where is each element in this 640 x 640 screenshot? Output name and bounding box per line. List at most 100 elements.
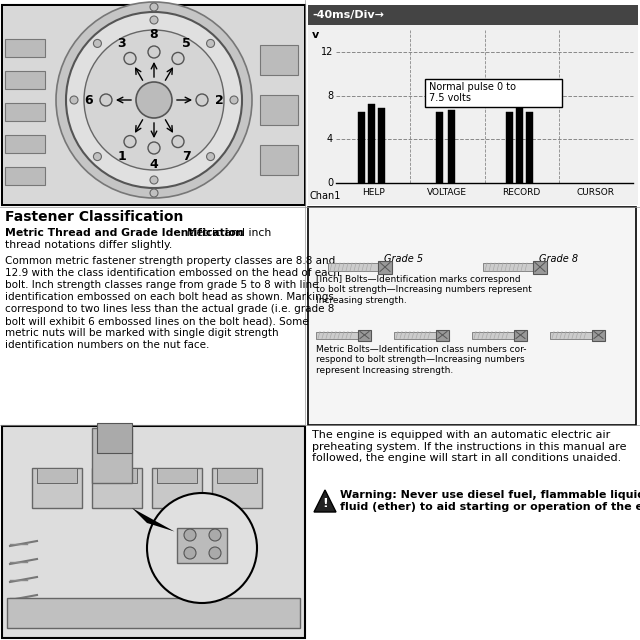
Text: identification embossed on each bolt head as shown. Markings: identification embossed on each bolt hea… bbox=[5, 292, 334, 302]
Bar bbox=[378, 108, 385, 183]
Bar bbox=[260, 145, 298, 175]
Bar bbox=[97, 468, 137, 483]
Bar bbox=[177, 528, 227, 563]
Bar bbox=[32, 468, 82, 508]
Bar bbox=[592, 330, 605, 340]
Circle shape bbox=[56, 2, 252, 198]
Bar bbox=[448, 110, 455, 183]
Circle shape bbox=[148, 46, 160, 58]
Text: Metric Thread and Grade Identification: Metric Thread and Grade Identification bbox=[5, 228, 244, 238]
Text: 4: 4 bbox=[150, 159, 158, 172]
Text: Metric and inch: Metric and inch bbox=[180, 228, 271, 238]
Text: thread notations differ slightly.: thread notations differ slightly. bbox=[5, 240, 172, 250]
Text: [Inch] Bolts—Identification marks correspond
to bolt strength—Increasing numbers: [Inch] Bolts—Identification marks corres… bbox=[316, 275, 532, 305]
Bar bbox=[212, 468, 262, 508]
Bar bbox=[5, 167, 45, 185]
Circle shape bbox=[172, 136, 184, 148]
Bar bbox=[3, 6, 304, 204]
Bar bbox=[308, 5, 638, 25]
Bar bbox=[316, 332, 358, 339]
Bar bbox=[358, 112, 365, 183]
Bar bbox=[5, 135, 45, 153]
Text: 5: 5 bbox=[182, 37, 191, 50]
Text: Normal pulse 0 to
7.5 volts: Normal pulse 0 to 7.5 volts bbox=[429, 81, 516, 103]
Bar bbox=[394, 332, 436, 339]
Text: v: v bbox=[312, 30, 319, 40]
Bar bbox=[37, 468, 77, 483]
Bar bbox=[328, 263, 378, 271]
Bar bbox=[526, 112, 533, 183]
Bar bbox=[5, 103, 45, 121]
Text: !: ! bbox=[322, 497, 328, 509]
Bar bbox=[260, 45, 298, 75]
Circle shape bbox=[150, 3, 158, 11]
Text: 3: 3 bbox=[117, 37, 126, 50]
Text: 4: 4 bbox=[327, 134, 333, 144]
Circle shape bbox=[150, 16, 158, 24]
Text: 0: 0 bbox=[327, 178, 333, 188]
Polygon shape bbox=[132, 508, 175, 531]
Circle shape bbox=[136, 82, 172, 118]
Circle shape bbox=[148, 142, 160, 154]
Bar bbox=[533, 260, 547, 273]
Bar bbox=[514, 330, 527, 340]
Text: Warning: Never use diesel fuel, flammable liquid, starting
fluid (ether) to aid : Warning: Never use diesel fuel, flammabl… bbox=[340, 490, 640, 511]
Text: 2: 2 bbox=[214, 93, 223, 106]
Text: Grade 5: Grade 5 bbox=[384, 254, 423, 264]
Circle shape bbox=[207, 40, 214, 47]
Text: correspond to two lines less than the actual grade (i.e. grade 8: correspond to two lines less than the ac… bbox=[5, 304, 334, 314]
Bar bbox=[308, 207, 636, 425]
Text: Chan1: Chan1 bbox=[310, 191, 341, 201]
Circle shape bbox=[207, 152, 214, 161]
Bar bbox=[7, 598, 300, 628]
Text: HELP: HELP bbox=[362, 188, 385, 197]
Circle shape bbox=[124, 136, 136, 148]
Circle shape bbox=[66, 12, 242, 188]
Text: 12: 12 bbox=[321, 47, 333, 57]
Bar bbox=[506, 112, 513, 183]
Bar bbox=[5, 39, 45, 57]
Polygon shape bbox=[314, 490, 336, 512]
Text: CURSOR: CURSOR bbox=[577, 188, 615, 197]
Text: Metric Bolts—Identification class numbers cor-
respond to bolt strength—Increasi: Metric Bolts—Identification class number… bbox=[316, 345, 527, 375]
Circle shape bbox=[196, 94, 208, 106]
Text: metric nuts will be marked with single digit strength: metric nuts will be marked with single d… bbox=[5, 328, 278, 338]
Circle shape bbox=[70, 96, 78, 104]
Text: identification numbers on the nut face.: identification numbers on the nut face. bbox=[5, 340, 209, 350]
Text: -40ms/Div→: -40ms/Div→ bbox=[312, 10, 384, 20]
Circle shape bbox=[93, 152, 101, 161]
Text: 6: 6 bbox=[84, 93, 93, 106]
Text: Grade 8: Grade 8 bbox=[539, 254, 578, 264]
Circle shape bbox=[172, 52, 184, 65]
Text: Common metric fastener strength property classes are 8.8 and: Common metric fastener strength property… bbox=[5, 256, 335, 266]
Circle shape bbox=[230, 96, 238, 104]
Circle shape bbox=[150, 176, 158, 184]
Bar bbox=[217, 468, 257, 483]
Circle shape bbox=[209, 547, 221, 559]
Bar bbox=[92, 428, 132, 483]
Bar bbox=[550, 332, 592, 339]
Bar bbox=[516, 106, 523, 183]
Text: bolt will exhibit 6 embossed lines on the bolt head). Some: bolt will exhibit 6 embossed lines on th… bbox=[5, 316, 308, 326]
Circle shape bbox=[93, 40, 101, 47]
Bar bbox=[92, 468, 142, 508]
Circle shape bbox=[184, 529, 196, 541]
Text: 7: 7 bbox=[182, 150, 191, 163]
Text: RECORD: RECORD bbox=[502, 188, 541, 197]
Circle shape bbox=[84, 30, 224, 170]
Bar bbox=[483, 263, 533, 271]
Bar bbox=[436, 112, 443, 183]
Text: VOLTAGE: VOLTAGE bbox=[428, 188, 467, 197]
Bar bbox=[436, 330, 449, 340]
Text: 8: 8 bbox=[150, 29, 158, 42]
Bar bbox=[378, 260, 392, 273]
Circle shape bbox=[147, 493, 257, 603]
Bar bbox=[2, 5, 305, 205]
Bar bbox=[260, 95, 298, 125]
Bar bbox=[152, 468, 202, 508]
Bar bbox=[97, 423, 132, 453]
Circle shape bbox=[100, 94, 112, 106]
Bar bbox=[358, 330, 371, 340]
Circle shape bbox=[209, 529, 221, 541]
Circle shape bbox=[124, 52, 136, 65]
